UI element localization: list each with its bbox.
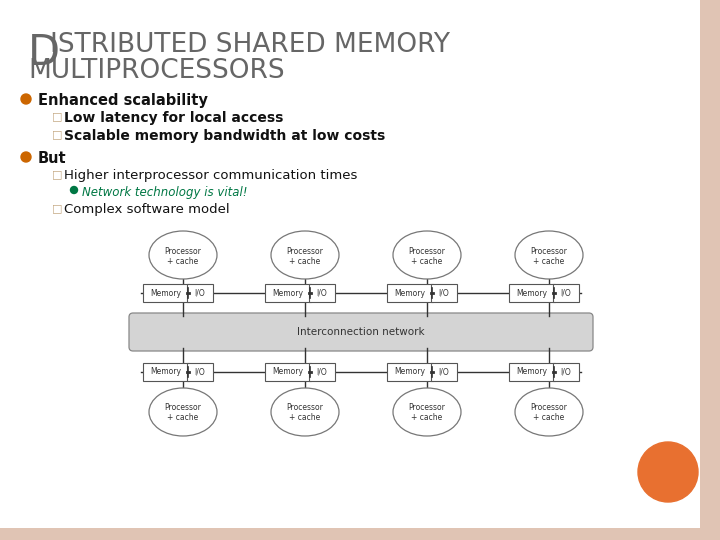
Bar xyxy=(553,363,579,381)
Text: Low latency for local access: Low latency for local access xyxy=(64,111,284,125)
Text: Enhanced scalability: Enhanced scalability xyxy=(38,93,208,108)
Text: Processor: Processor xyxy=(287,403,323,413)
Text: + cache: + cache xyxy=(534,414,564,422)
Text: I/O: I/O xyxy=(438,288,449,298)
Text: Processor: Processor xyxy=(165,403,202,413)
Bar xyxy=(700,0,720,540)
Text: I/O: I/O xyxy=(317,288,328,298)
Bar xyxy=(387,363,433,381)
Text: I/O: I/O xyxy=(561,368,572,376)
Text: Processor: Processor xyxy=(165,246,202,255)
Text: + cache: + cache xyxy=(167,414,199,422)
Text: Scalable memory bandwidth at low costs: Scalable memory bandwidth at low costs xyxy=(64,129,385,143)
Ellipse shape xyxy=(515,388,583,436)
Text: Processor: Processor xyxy=(531,403,567,413)
Text: + cache: + cache xyxy=(289,256,320,266)
Bar xyxy=(509,284,555,302)
Text: + cache: + cache xyxy=(411,256,443,266)
Text: Memory: Memory xyxy=(150,288,181,298)
Text: □: □ xyxy=(52,129,63,139)
Text: Memory: Memory xyxy=(272,288,304,298)
Bar xyxy=(143,363,189,381)
Bar xyxy=(187,284,213,302)
Bar xyxy=(187,363,213,381)
Text: Network technology is vital!: Network technology is vital! xyxy=(82,186,248,199)
Circle shape xyxy=(638,442,698,502)
Bar xyxy=(431,284,457,302)
Ellipse shape xyxy=(515,231,583,279)
Text: Higher interprocessor communication times: Higher interprocessor communication time… xyxy=(64,169,357,182)
Text: But: But xyxy=(38,151,67,166)
Text: □: □ xyxy=(52,203,63,213)
Text: □: □ xyxy=(52,169,63,179)
Text: Memory: Memory xyxy=(395,368,426,376)
Bar xyxy=(265,363,311,381)
Text: I/O: I/O xyxy=(438,368,449,376)
Bar xyxy=(309,284,335,302)
Ellipse shape xyxy=(393,231,461,279)
Ellipse shape xyxy=(271,231,339,279)
Text: Complex software model: Complex software model xyxy=(64,203,230,216)
Text: I/O: I/O xyxy=(317,368,328,376)
Bar xyxy=(509,363,555,381)
Text: ISTRIBUTED SHARED MEMORY: ISTRIBUTED SHARED MEMORY xyxy=(50,32,450,58)
Bar xyxy=(309,363,335,381)
Text: Memory: Memory xyxy=(516,368,547,376)
Bar xyxy=(431,363,457,381)
Text: Interconnection network: Interconnection network xyxy=(297,327,425,337)
Bar xyxy=(0,528,720,540)
Text: D: D xyxy=(28,32,60,74)
Text: Memory: Memory xyxy=(150,368,181,376)
Ellipse shape xyxy=(149,388,217,436)
Ellipse shape xyxy=(149,231,217,279)
Text: Memory: Memory xyxy=(272,368,304,376)
Bar xyxy=(553,284,579,302)
Text: MULTIPROCESSORS: MULTIPROCESSORS xyxy=(28,58,284,84)
Text: □: □ xyxy=(52,111,63,121)
Circle shape xyxy=(21,94,31,104)
Text: Memory: Memory xyxy=(516,288,547,298)
Bar xyxy=(265,284,311,302)
Ellipse shape xyxy=(393,388,461,436)
Text: Processor: Processor xyxy=(408,246,446,255)
Text: + cache: + cache xyxy=(167,256,199,266)
Circle shape xyxy=(21,152,31,162)
Text: Processor: Processor xyxy=(531,246,567,255)
Text: I/O: I/O xyxy=(194,368,205,376)
Text: + cache: + cache xyxy=(534,256,564,266)
Text: I/O: I/O xyxy=(561,288,572,298)
Bar xyxy=(387,284,433,302)
Ellipse shape xyxy=(271,388,339,436)
Text: I/O: I/O xyxy=(194,288,205,298)
FancyBboxPatch shape xyxy=(129,313,593,351)
Text: Processor: Processor xyxy=(287,246,323,255)
Bar xyxy=(143,284,189,302)
Text: Memory: Memory xyxy=(395,288,426,298)
Text: Processor: Processor xyxy=(408,403,446,413)
Text: + cache: + cache xyxy=(289,414,320,422)
Text: + cache: + cache xyxy=(411,414,443,422)
Circle shape xyxy=(71,186,78,193)
